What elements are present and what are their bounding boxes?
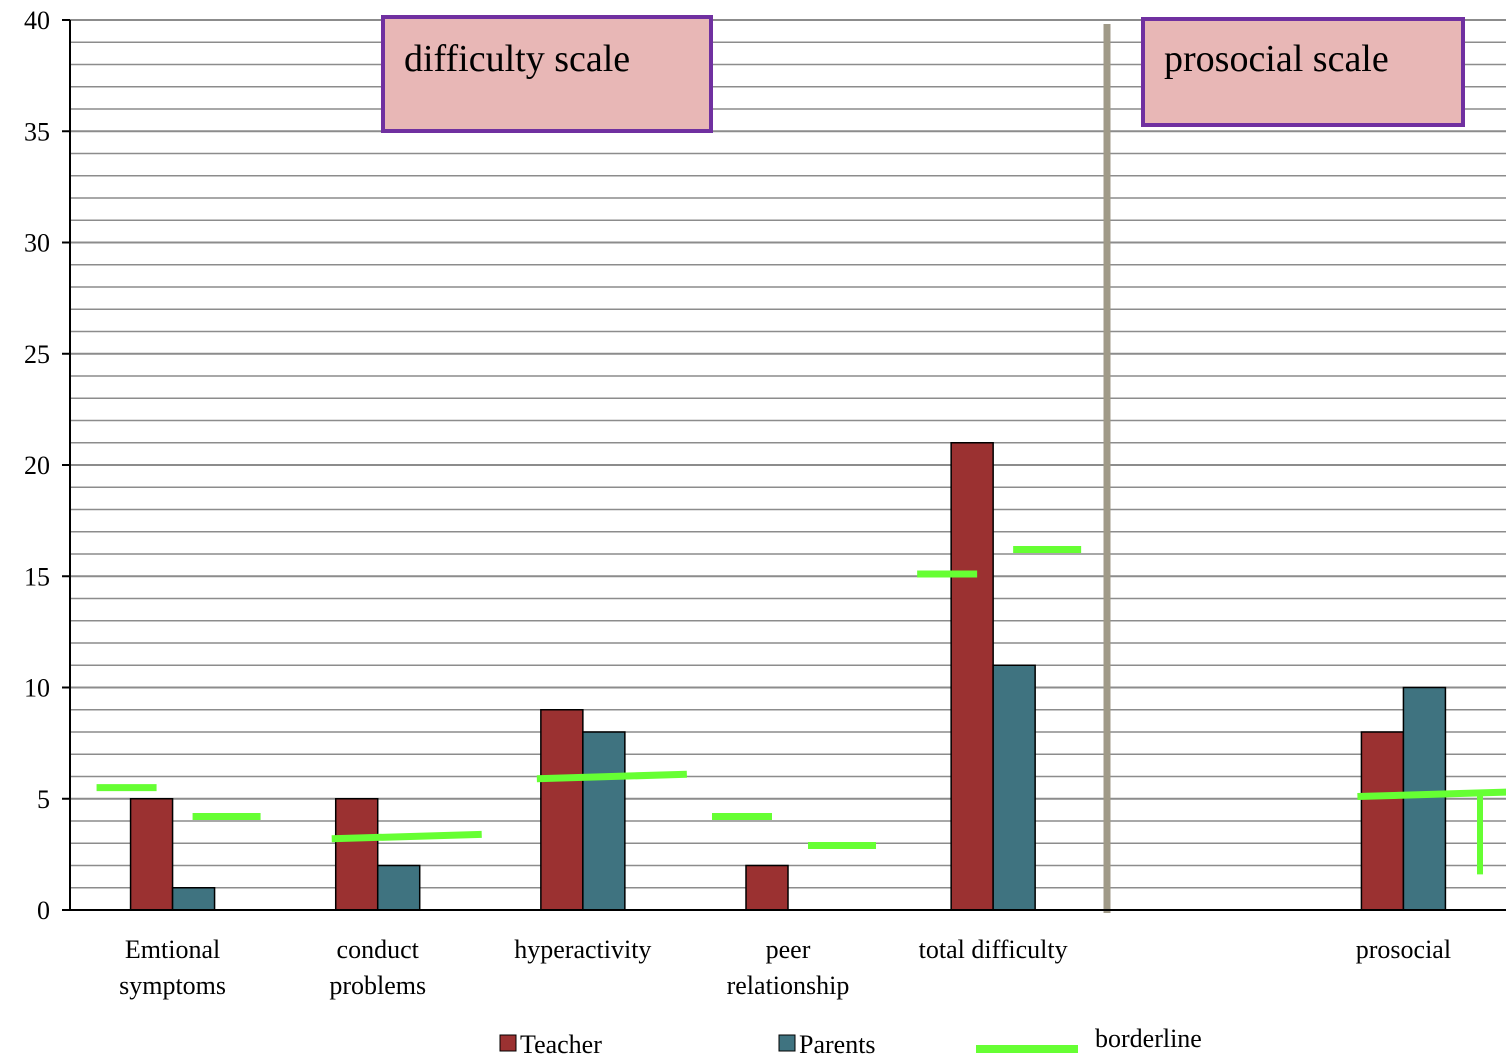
axes [62, 20, 1506, 911]
x-category-label: conduct [337, 935, 420, 964]
bar-teacher [129, 798, 174, 911]
bar-parents [376, 864, 421, 911]
x-category-label: Emtional [125, 935, 220, 964]
x-axis-labels: Emtional symptoms conduct problems hyperacti… [119, 935, 1451, 1000]
x-category-label: hyperactivity [514, 935, 651, 964]
y-tick-label: 25 [24, 340, 50, 369]
y-tick-label: 20 [24, 451, 50, 480]
bar-teacher [334, 798, 379, 911]
bar-teacher [745, 864, 789, 911]
bar-parents [582, 731, 626, 911]
bar-teacher [950, 442, 994, 911]
y-tick-label: 10 [24, 674, 50, 703]
y-tick-label: 35 [24, 117, 50, 146]
x-category-label: problems [329, 971, 426, 1000]
borderline-marks [96, 546, 1506, 875]
bar-parents [992, 664, 1036, 911]
prosocial-scale-box: prosocial scale [1141, 17, 1465, 127]
x-category-label: total difficulty [919, 935, 1068, 964]
y-tick-label: 30 [24, 229, 50, 258]
bar-parents [1402, 686, 1447, 911]
bar-teacher [540, 709, 584, 911]
borderline-mark [536, 770, 687, 783]
y-axis-ticks: 0 5 10 15 20 25 30 35 40 [24, 6, 70, 925]
x-category-label: prosocial [1356, 935, 1451, 964]
legend-teacher-label: Teacher [520, 1030, 602, 1057]
bar-parents [171, 887, 216, 911]
legend: Teacher Parents borderline [499, 1024, 1202, 1057]
borderline-mark [331, 830, 482, 843]
bars [129, 442, 1447, 911]
x-category-label: symptoms [119, 971, 226, 1000]
prosocial-scale-label: prosocial scale [1164, 38, 1389, 80]
bar-teacher [1360, 731, 1405, 911]
legend-teacher-swatch [499, 1034, 517, 1052]
borderline-mark [1357, 788, 1506, 801]
y-tick-label: 0 [37, 896, 50, 925]
y-tick-label: 5 [37, 785, 50, 814]
legend-borderline-label: borderline [1095, 1024, 1202, 1053]
x-category-label: peer [766, 935, 811, 964]
y-tick-label: 40 [24, 6, 50, 35]
y-tick-label: 15 [24, 562, 50, 591]
gridlines [70, 19, 1506, 911]
legend-parents-label: Parents [799, 1030, 876, 1057]
x-category-label: relationship [727, 971, 850, 1000]
legend-parents-swatch [778, 1034, 796, 1052]
difficulty-scale-label: difficulty scale [404, 38, 630, 80]
difficulty-scale-box: difficulty scale [381, 15, 713, 133]
